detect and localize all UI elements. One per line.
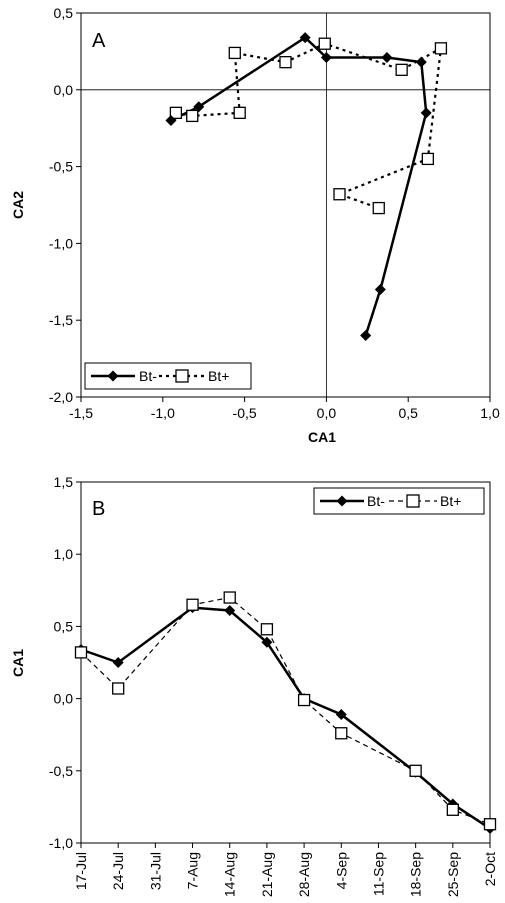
point-bt-plus-b	[446, 803, 459, 816]
point-bt-minus-b	[224, 605, 236, 617]
point-bt-minus-a	[193, 101, 205, 113]
x-tick-label: -1,0	[151, 405, 175, 421]
point-bt-plus-b	[74, 646, 88, 659]
legend-label-bt-minus-b: Bt-	[367, 493, 385, 509]
point-bt-plus-a	[228, 46, 241, 60]
legend-a: Bt- Bt+	[84, 362, 252, 390]
x-tick-label: 24-Jul	[110, 852, 126, 890]
series-group-a	[165, 32, 448, 342]
point-bt-plus-a	[372, 201, 385, 215]
legend-label-bt-minus-a: Bt-	[139, 368, 157, 384]
y-axis-title-a: CA2	[10, 191, 26, 219]
y-tick-label: -1,0	[49, 835, 73, 851]
x-tick-label: 18-Sep	[408, 852, 424, 897]
point-bt-minus-a	[360, 330, 372, 342]
point-bt-plus-b	[483, 818, 497, 831]
point-bt-plus-b	[112, 682, 125, 695]
y-tick-label: -1,0	[49, 235, 73, 251]
x-tick-label: 2-Oct	[482, 852, 498, 886]
point-bt-plus-a	[233, 106, 246, 119]
chart-b: -1,0 -0,5 0,0 0,5 1,0 1,5 17-Jul 24-Jul 31-Jul 7…	[10, 474, 498, 897]
legend-marker-bt-plus-b	[406, 494, 420, 508]
x-tick-label: 0,5	[398, 405, 418, 421]
y-tick-label: 0,5	[54, 618, 74, 634]
y-tick-label: -1,5	[49, 312, 73, 328]
point-bt-minus-b	[112, 657, 124, 668]
plot-area-b	[80, 481, 491, 844]
point-bt-plus-a	[333, 188, 346, 201]
x-tick-label: 4-Sep	[333, 852, 349, 890]
legend-label-bt-plus-b: Bt+	[440, 493, 461, 509]
x-tick-label: 1,0	[480, 405, 500, 421]
y-tick-label: -0,5	[49, 763, 73, 779]
point-bt-plus-a	[395, 63, 408, 76]
panel-label-b: B	[92, 498, 105, 520]
series-line-bt-minus-b	[80, 606, 491, 830]
y-axis-a: -2,0 -1,5 -1,0 -0,5 0,0 0,5	[49, 5, 81, 405]
x-tick-label: 31-Jul	[147, 852, 163, 890]
chart-a: -2,0-1,5-1,0-0,50,00,5 -1,5 -1,0 -0,5 0,0 0,…	[10, 5, 500, 445]
point-bt-plus-b	[223, 591, 236, 604]
point-bt-minus-a	[420, 107, 432, 119]
x-tick-label: 21-Aug	[259, 852, 275, 897]
series-line-bt-plus-b	[80, 596, 491, 825]
x-axis-a: -1,5 -1,0 -0,5 0,0 0,5 1,0	[69, 397, 500, 421]
x-tick-label: -0,5	[233, 405, 257, 421]
point-bt-plus-b	[260, 623, 274, 636]
reference-lines-a	[81, 13, 490, 397]
x-tick-label: 14-Aug	[222, 852, 238, 897]
legend-b: Bt- Bt+	[313, 487, 485, 515]
x-tick-label: 28-Aug	[296, 852, 312, 897]
point-bt-plus-a	[318, 37, 331, 50]
series-group-b	[74, 591, 497, 835]
point-bt-minus-b	[335, 708, 347, 720]
x-tick-label: 7-Aug	[185, 852, 201, 889]
y-tick-label: -0,5	[49, 159, 73, 175]
y-tick-label: 0,5	[54, 5, 74, 21]
x-tick-label: 11-Sep	[370, 852, 386, 896]
plot-area-a	[80, 12, 491, 398]
point-bt-plus-a	[434, 42, 448, 55]
point-bt-plus-b	[297, 693, 311, 707]
y-tick-label: -2,0	[49, 389, 73, 405]
x-tick-label: 25-Sep	[445, 852, 461, 897]
point-bt-minus-a	[381, 52, 393, 64]
legend-marker-bt-minus-a	[107, 370, 119, 382]
point-bt-minus-a	[374, 283, 386, 295]
y-tick-label: 1,0	[54, 546, 74, 562]
point-bt-minus-a	[415, 56, 427, 68]
y-tick-label: 1,5	[54, 474, 74, 490]
x-axis-title-a: CA1	[308, 429, 336, 445]
point-bt-plus-b	[186, 598, 199, 611]
x-tick-label: 17-Jul	[73, 852, 89, 890]
point-bt-minus-a	[299, 32, 311, 44]
point-bt-plus-a	[279, 56, 292, 69]
point-bt-plus-a	[186, 109, 199, 123]
x-tick-label: 0,0	[317, 405, 337, 421]
legend-marker-bt-plus-a	[175, 369, 189, 383]
point-bt-minus-a	[165, 115, 177, 127]
point-bt-plus-b	[335, 727, 348, 740]
point-bt-plus-a	[421, 152, 434, 166]
y-axis-title-b: CA1	[10, 649, 26, 677]
point-bt-plus-b	[409, 764, 422, 777]
point-bt-minus-b	[261, 636, 273, 648]
point-bt-plus-a	[169, 106, 183, 119]
y-tick-label: 0,0	[54, 691, 74, 707]
legend-marker-bt-minus-b	[336, 495, 348, 507]
panel-label-a: A	[92, 30, 106, 52]
y-tick-label: 0,0	[54, 82, 74, 98]
y-axis-b: -1,0 -0,5 0,0 0,5 1,0 1,5	[49, 474, 81, 851]
legend-label-bt-plus-a: Bt+	[208, 368, 229, 384]
x-tick-label: -1,5	[69, 405, 93, 421]
point-bt-minus-a	[320, 52, 332, 64]
x-axis-b: 17-Jul 24-Jul 31-Jul 7-Aug 14-Aug 21-Aug 28-Au…	[73, 843, 498, 897]
